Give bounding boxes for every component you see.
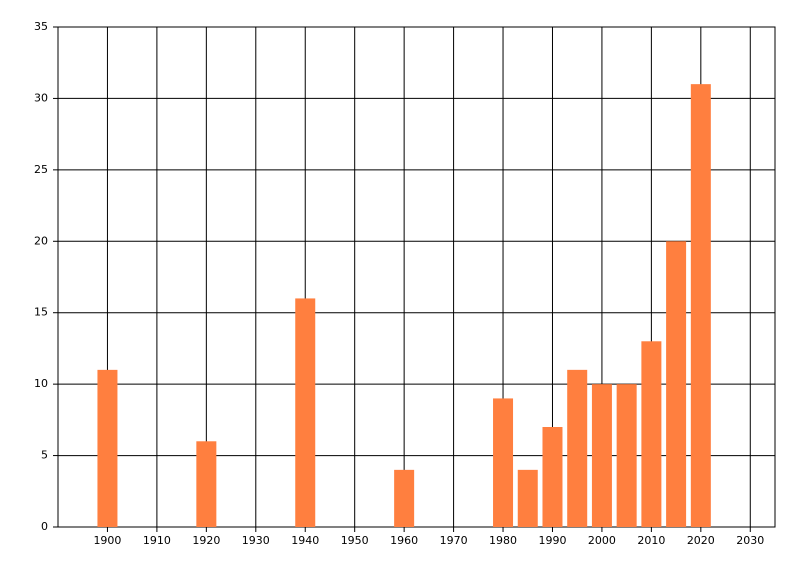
bar bbox=[493, 398, 514, 527]
x-tick-label: 1990 bbox=[538, 534, 566, 547]
y-tick-label: 10 bbox=[34, 377, 48, 390]
x-tick-label: 1950 bbox=[341, 534, 369, 547]
bar bbox=[517, 469, 538, 527]
bar bbox=[567, 369, 588, 527]
bar bbox=[295, 298, 316, 527]
x-tick-label: 1940 bbox=[291, 534, 319, 547]
bar bbox=[690, 84, 711, 528]
bar bbox=[641, 341, 662, 527]
bar bbox=[542, 427, 563, 527]
x-tick-label: 2020 bbox=[687, 534, 715, 547]
y-tick-label: 35 bbox=[34, 20, 48, 33]
bar bbox=[196, 441, 217, 527]
bar bbox=[616, 384, 637, 527]
x-tick-label: 1970 bbox=[440, 534, 468, 547]
y-tick-label: 20 bbox=[34, 234, 48, 247]
x-tick-label: 1920 bbox=[192, 534, 220, 547]
bar bbox=[97, 369, 118, 527]
y-tick-label: 5 bbox=[41, 449, 48, 462]
bar bbox=[666, 241, 687, 528]
x-tick-label: 1930 bbox=[242, 534, 270, 547]
y-tick-label: 15 bbox=[34, 306, 48, 319]
bar bbox=[394, 469, 415, 527]
x-tick-label: 1900 bbox=[93, 534, 121, 547]
y-tick-label: 0 bbox=[41, 520, 48, 533]
bar bbox=[591, 384, 612, 527]
y-tick-label: 25 bbox=[34, 163, 48, 176]
x-tick-label: 1960 bbox=[390, 534, 418, 547]
x-tick-label: 2000 bbox=[588, 534, 616, 547]
x-tick-label: 1910 bbox=[143, 534, 171, 547]
x-tick-label: 1980 bbox=[489, 534, 517, 547]
x-tick-label: 2010 bbox=[637, 534, 665, 547]
y-tick-label: 30 bbox=[34, 91, 48, 104]
x-tick-label: 2030 bbox=[736, 534, 764, 547]
